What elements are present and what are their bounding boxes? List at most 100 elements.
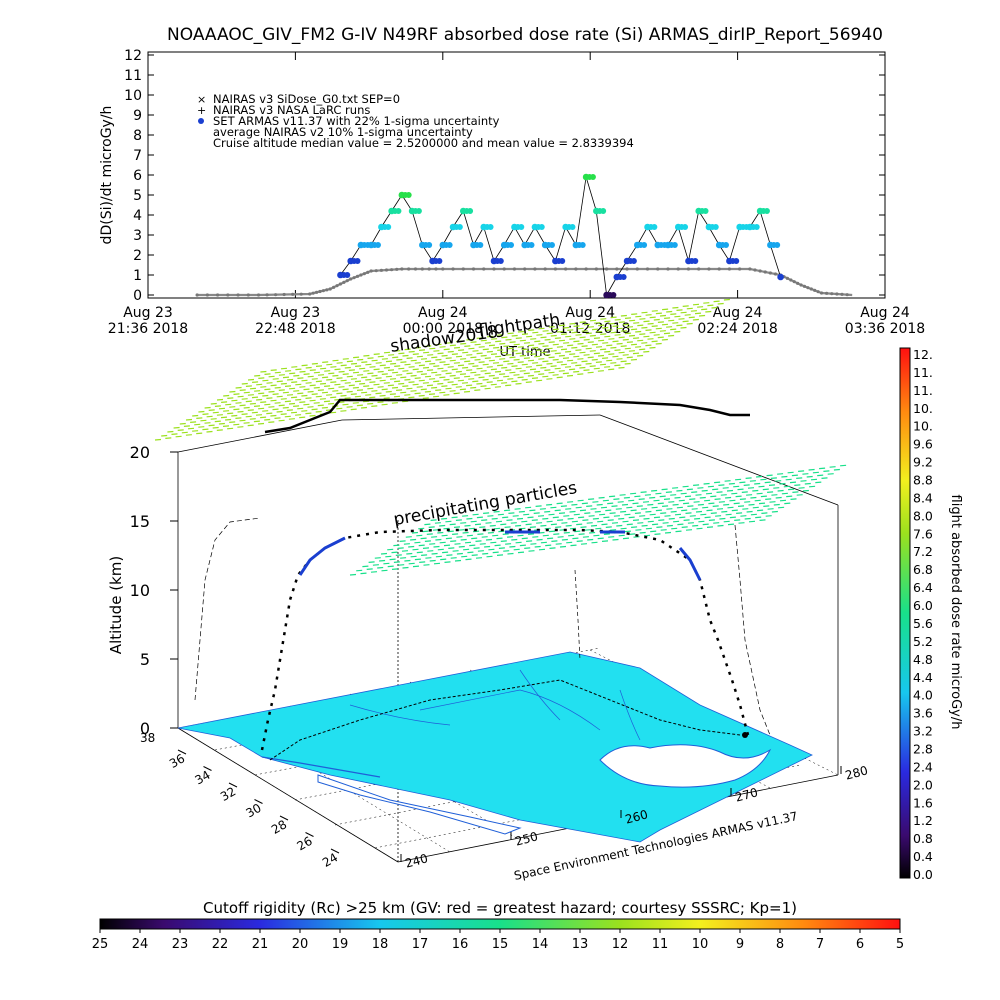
particle-dash bbox=[377, 386, 384, 388]
top-y-axis-label: dD(Si)/dt microGy/h bbox=[99, 106, 115, 245]
particle-dash bbox=[576, 523, 583, 526]
particle-dash bbox=[406, 552, 413, 555]
particle-dash bbox=[532, 346, 539, 349]
particle-dash bbox=[747, 487, 755, 489]
nairas-point bbox=[625, 267, 629, 271]
x-tick-label-date: Aug 24 bbox=[713, 305, 763, 321]
particle-dash bbox=[223, 394, 230, 397]
particle-dash bbox=[501, 351, 508, 354]
particle-dash bbox=[630, 358, 637, 361]
particle-dash bbox=[529, 509, 536, 512]
particle-dash bbox=[631, 526, 638, 528]
particle-dash bbox=[361, 391, 368, 394]
particle-dash bbox=[404, 348, 411, 351]
particle-dash bbox=[626, 326, 634, 328]
particle-dash bbox=[464, 524, 471, 527]
particle-dash bbox=[216, 398, 224, 401]
particle-dash bbox=[408, 562, 415, 565]
particle-dash bbox=[291, 381, 298, 383]
particle-dash bbox=[466, 517, 473, 520]
particle-dash bbox=[748, 520, 756, 523]
particle-dash bbox=[610, 362, 617, 364]
particle-dash bbox=[348, 384, 355, 387]
particle-dash bbox=[198, 410, 205, 413]
particle-dash bbox=[319, 382, 327, 385]
particle-dash bbox=[526, 540, 533, 542]
nairas-point bbox=[413, 267, 418, 271]
particle-dash bbox=[731, 492, 738, 495]
particle-dash bbox=[433, 350, 440, 352]
nairas-point bbox=[492, 267, 496, 271]
particle-dash bbox=[505, 354, 512, 356]
particle-dash bbox=[536, 522, 543, 524]
particle-dash bbox=[624, 347, 631, 350]
flight-endpoint bbox=[742, 732, 748, 738]
particle-dash bbox=[580, 543, 588, 545]
x-tick-label-time: 03:36 2018 bbox=[845, 321, 925, 337]
nairas-point bbox=[366, 270, 370, 274]
particle-dash bbox=[420, 537, 427, 540]
particle-dash bbox=[183, 425, 190, 427]
particle-dash bbox=[612, 340, 619, 343]
particle-dash bbox=[264, 403, 271, 406]
particle-dash bbox=[823, 470, 830, 472]
particle-dash bbox=[699, 314, 706, 317]
particle-dash bbox=[554, 337, 561, 339]
particle-dash bbox=[642, 501, 650, 503]
particle-dash bbox=[408, 366, 415, 368]
particle-dash bbox=[700, 513, 707, 516]
particle-dash bbox=[288, 418, 295, 420]
particle-dash bbox=[554, 352, 561, 355]
particle-dash bbox=[428, 526, 435, 528]
dose-colorbar-tick-label: 0.4 bbox=[913, 849, 933, 864]
particle-dash bbox=[472, 350, 479, 352]
particle-dash bbox=[229, 390, 236, 393]
particle-dash bbox=[342, 388, 349, 391]
particle-dash bbox=[783, 485, 790, 488]
rigidity-colorbar-tick-label: 12 bbox=[612, 937, 629, 952]
particle-dash bbox=[610, 331, 617, 334]
particle-dash bbox=[554, 509, 561, 512]
particle-dash bbox=[626, 356, 633, 359]
particle-dash bbox=[332, 390, 339, 392]
particle-dash bbox=[387, 548, 394, 551]
particle-dash bbox=[577, 373, 584, 375]
map-surface bbox=[177, 651, 813, 843]
particle-dash bbox=[567, 344, 574, 347]
particle-dash bbox=[442, 551, 449, 554]
nairas-point bbox=[265, 293, 269, 297]
particle-dash bbox=[390, 362, 397, 365]
particle-dash bbox=[216, 414, 223, 416]
nairas-point bbox=[635, 267, 639, 271]
particle-dash bbox=[548, 530, 556, 533]
particle-dash bbox=[449, 359, 456, 362]
particle-dash bbox=[725, 496, 732, 499]
particle-dash bbox=[192, 430, 199, 432]
nairas-point bbox=[574, 267, 578, 271]
particle-dash bbox=[765, 515, 772, 517]
particle-dash bbox=[635, 330, 642, 333]
particle-dash bbox=[455, 386, 462, 388]
particle-dash bbox=[504, 526, 511, 528]
particle-dash bbox=[544, 338, 551, 341]
particle-dash bbox=[568, 534, 575, 537]
flightpath-label: flightpath bbox=[477, 310, 561, 341]
particle-dash bbox=[689, 515, 696, 517]
dose-colorbar-tick-label: 5.6 bbox=[913, 616, 933, 631]
box-edge bbox=[341, 414, 601, 421]
particle-dash bbox=[385, 375, 392, 378]
longitude-tick-label: 280 bbox=[844, 763, 870, 782]
rigidity-colorbar-tick-label: 21 bbox=[252, 937, 269, 952]
particle-dash bbox=[577, 358, 584, 360]
rigidity-colorbar-tick-label: 9 bbox=[736, 937, 744, 952]
particle-dash bbox=[710, 495, 717, 498]
particle-dash bbox=[593, 337, 601, 339]
particle-dash bbox=[293, 374, 300, 377]
particle-dash bbox=[659, 330, 666, 332]
particle-dash bbox=[765, 498, 772, 500]
particle-dash bbox=[735, 495, 742, 498]
rigidity-colorbar-tick-label: 13 bbox=[572, 937, 589, 952]
particle-dash bbox=[581, 345, 588, 347]
rigidity-colorbar-tick-label: 22 bbox=[212, 937, 229, 952]
particle-dash bbox=[641, 524, 648, 527]
